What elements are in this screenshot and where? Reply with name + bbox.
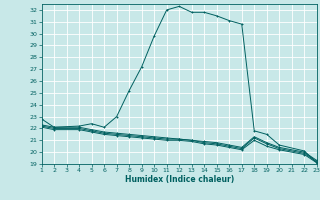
- X-axis label: Humidex (Indice chaleur): Humidex (Indice chaleur): [124, 175, 234, 184]
